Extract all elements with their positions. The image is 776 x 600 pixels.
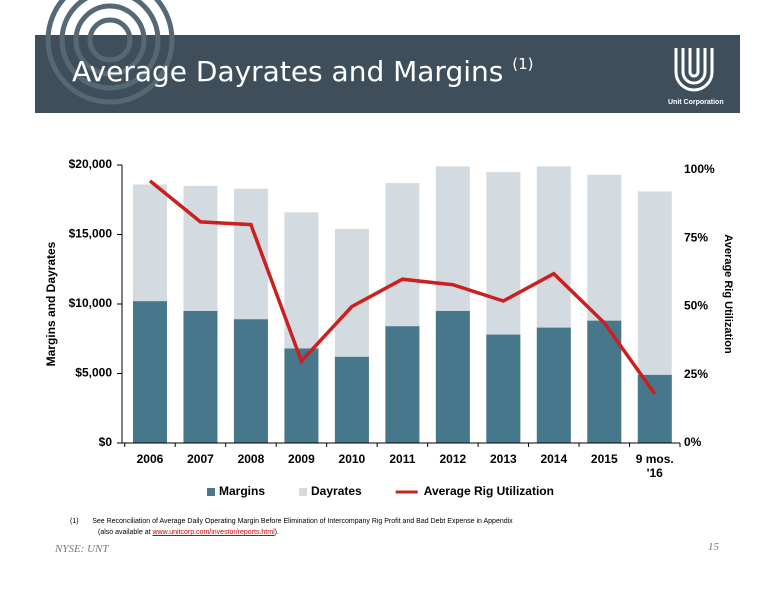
- bar: [132, 301, 167, 443]
- bar: [536, 327, 571, 443]
- legend-swatch: [207, 488, 215, 496]
- y2-tick-label: 100%: [684, 162, 715, 176]
- bar: [183, 310, 218, 443]
- title-note: (1): [512, 55, 534, 73]
- x-tick-label: 2012: [439, 452, 467, 466]
- header-decor: [45, 0, 175, 105]
- y-tick-label: $0: [99, 435, 113, 449]
- y-tick-label: $10,000: [69, 296, 113, 310]
- logo: [674, 48, 714, 92]
- y2-axis-title: Average Rig Utilization: [722, 234, 734, 354]
- bar: [233, 319, 268, 443]
- x-tick-label: 9 mos. '16: [635, 452, 674, 480]
- utilization-line: [148, 179, 657, 395]
- footnote-text: (also available at: [98, 529, 153, 536]
- y-tick-label: $15,000: [69, 227, 113, 241]
- y2-tick-label: 0%: [684, 435, 702, 449]
- x-tick-label: 2013: [489, 452, 517, 466]
- footer-ticker: NYSE: UNT: [55, 543, 109, 555]
- x-tick-label: 2006: [136, 452, 164, 466]
- x-tick-label: 2008: [237, 452, 265, 466]
- x-tick-label: 2011: [389, 452, 416, 466]
- legend-label: Average Rig Utilization: [424, 484, 554, 498]
- bar: [435, 310, 470, 443]
- header-band: [35, 35, 740, 113]
- y2-tick-label: 75%: [684, 230, 708, 244]
- bar: [486, 334, 521, 443]
- x-tick-label: 2010: [338, 452, 366, 466]
- title-text: Average Dayrates and Margins: [72, 55, 504, 88]
- y-tick-label: $5,000: [75, 366, 112, 380]
- legend-swatch: [299, 488, 308, 496]
- bar: [284, 348, 319, 443]
- x-tick-label: 2015: [590, 452, 618, 466]
- y2-tick-label: 25%: [684, 367, 708, 381]
- bar: [334, 356, 369, 443]
- slide-title: Average Dayrates and Margins (1): [72, 55, 534, 88]
- footnote-marker: (1): [70, 518, 79, 525]
- bar: [637, 374, 672, 443]
- page-number: 15: [708, 541, 719, 553]
- y2-tick-label: 50%: [684, 299, 708, 313]
- legend-label: Dayrates: [311, 484, 362, 498]
- footnote: (1) See Reconciliation of Average Daily …: [70, 516, 513, 538]
- x-tick-label: 2007: [187, 452, 214, 466]
- y-axis-title: Margins and Dayrates: [44, 241, 58, 366]
- footnote-text: See Reconciliation of Average Daily Oper…: [92, 518, 513, 525]
- bar: [385, 326, 420, 443]
- x-tick-label: 2014: [540, 452, 568, 466]
- x-tick-label: 2009: [288, 452, 315, 466]
- footnote-link[interactable]: www.unitcorp.com/investor/reports.html: [152, 529, 275, 536]
- y-tick-label: $20,000: [69, 157, 113, 171]
- logo-text: Unit Corporation: [668, 99, 724, 106]
- legend-label: Margins: [219, 484, 265, 498]
- footnote-text: ).: [274, 529, 279, 536]
